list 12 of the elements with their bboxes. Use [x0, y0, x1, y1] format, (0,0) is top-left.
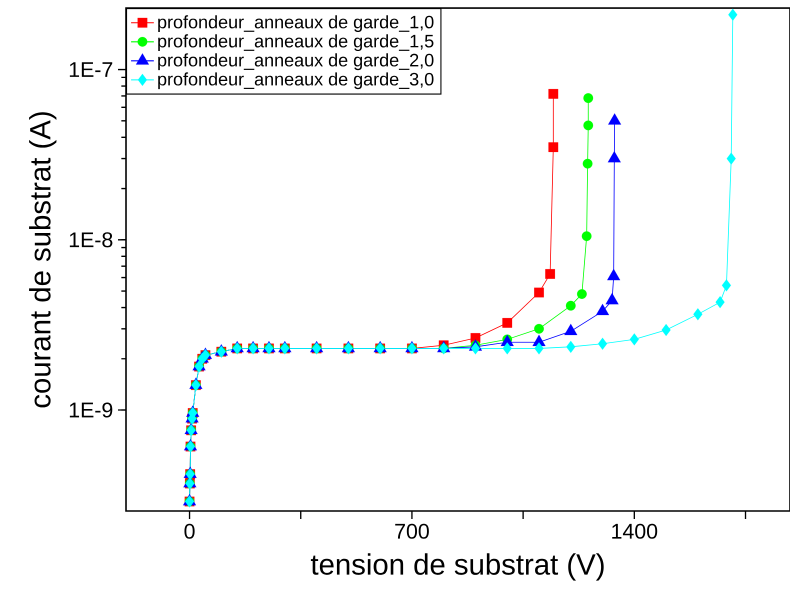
- y-tick-label: 1E-9: [70, 402, 112, 418]
- y-axis-title: courant de substrat (A): [29, 112, 56, 408]
- legend-label: profondeur_anneaux de garde_3,0: [158, 72, 434, 90]
- x-tick-label: 1400: [612, 524, 658, 539]
- legend-label: profondeur_anneaux de garde_2,0: [158, 53, 434, 70]
- legend-label: profondeur_anneaux de garde_1,5: [158, 34, 434, 52]
- x-tick-label: 700: [395, 524, 429, 539]
- x-axis-title: tension de substrat (V): [310, 553, 604, 581]
- y-tick-label: 1E-8: [70, 232, 112, 248]
- legend-label: profondeur_anneaux de garde_1,0: [158, 15, 434, 32]
- y-tick-label: 1E-7: [70, 62, 112, 77]
- x-tick-label: 0: [184, 524, 195, 539]
